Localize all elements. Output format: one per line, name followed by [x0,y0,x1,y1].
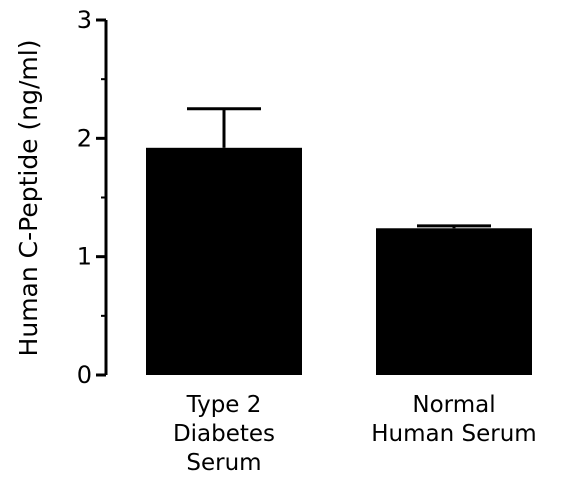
category-label: Type 2 [186,392,262,418]
bars-group [146,107,532,375]
y-axis-title: Human C-Peptide (ng/ml) [14,40,43,357]
bar [146,147,302,375]
category-label: Diabetes [173,421,275,447]
y-tick-label: 3 [77,6,92,34]
category-labels-group: Type 2 Diabetes Serum Normal Human Serum [173,392,537,476]
y-tick-label: 2 [77,124,92,152]
category-label: Normal [412,392,495,418]
y-tick-label: 0 [77,361,92,389]
category-label: Serum [186,450,261,476]
y-tick-label: 1 [77,243,92,271]
category-label: Human Serum [371,421,536,447]
bar [376,228,532,375]
y-axis-group: 0 1 2 3 [77,6,108,389]
